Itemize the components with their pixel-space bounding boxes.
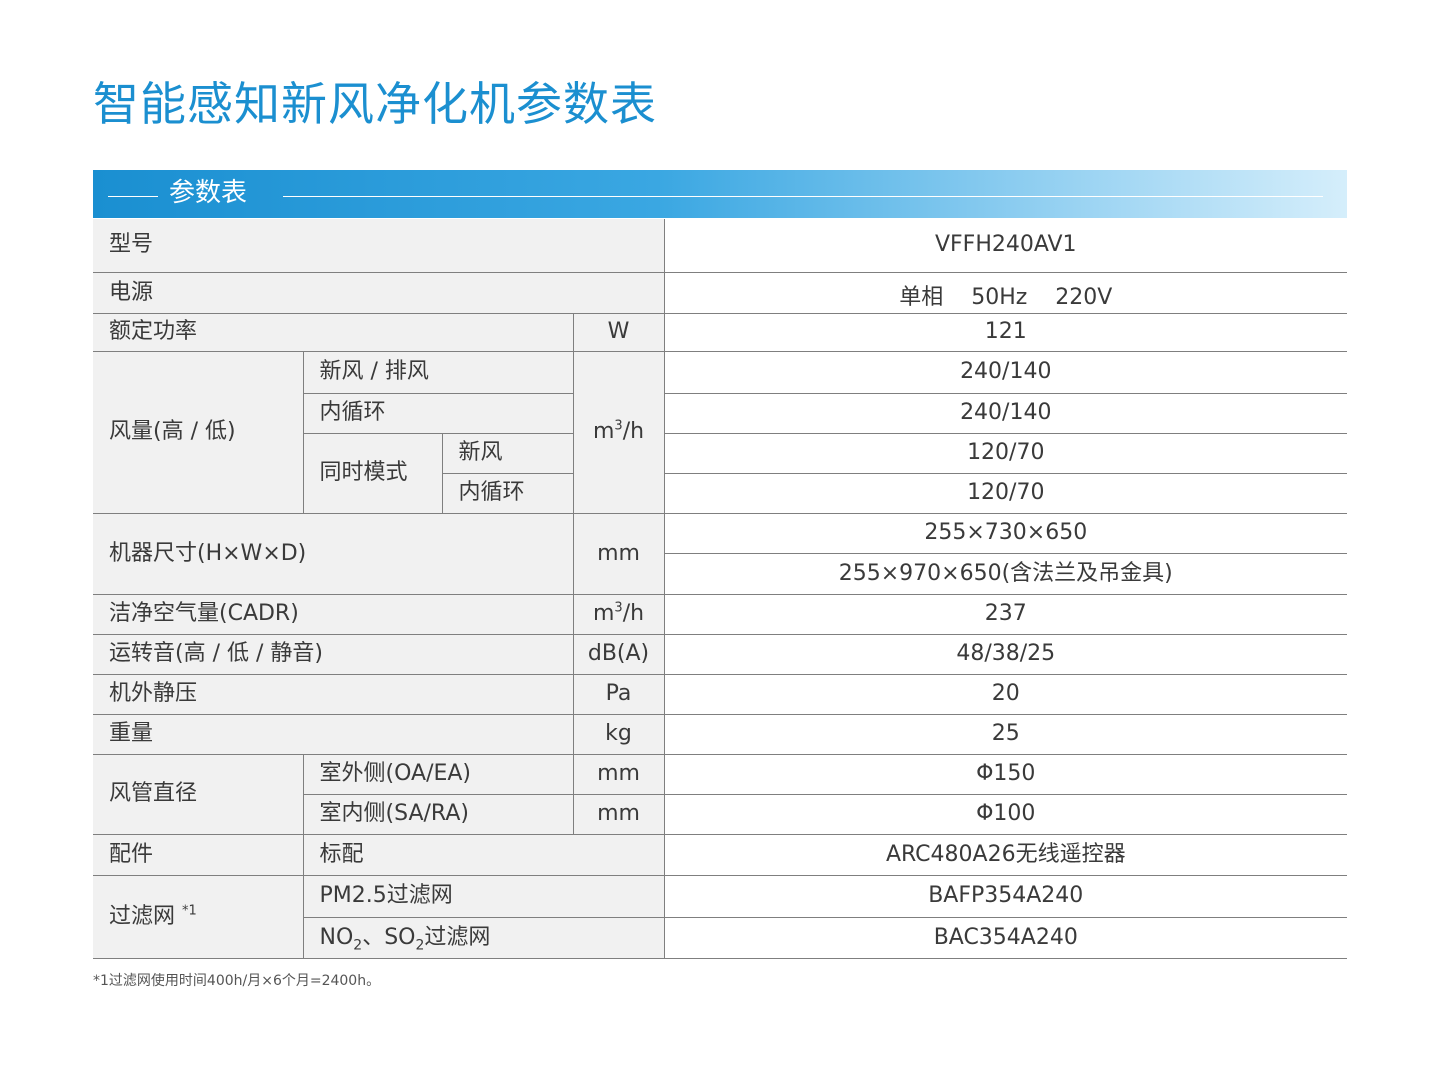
table-row: 型号 VFFH240AV1 [93, 219, 1348, 273]
footnote: *1过滤网使用时间400h/月×6个月=2400h。 [93, 973, 381, 989]
row-value: 20 [664, 674, 1348, 715]
row-label: 运转音(高 / 低 / 静音) [93, 634, 574, 675]
table-row: 洁净空气量(CADR) m3/h 237 [93, 594, 1348, 635]
sub-label: PM2.5过滤网 [303, 875, 665, 918]
table-row: 内循环 120/70 [93, 473, 1348, 514]
row-unit: kg [573, 714, 665, 755]
spec-table-wrapper: 型号 VFFH240AV1 电源 单相 50Hz 220V 额定功率 W 121 风… [93, 219, 1348, 959]
row-value: 121 [664, 313, 1348, 352]
row-label: 额定功率 [93, 313, 574, 352]
table-row: 运转音(高 / 低 / 静音) dB(A) 48/38/25 [93, 634, 1348, 675]
page-title: 智能感知新风净化机参数表 [93, 77, 657, 131]
sub-label: 标配 [303, 834, 665, 876]
row-label: 洁净空气量(CADR) [93, 594, 574, 635]
row-value: 240/140 [664, 351, 1348, 394]
row-unit: mm [573, 513, 665, 595]
row-value: BAFP354A240 [664, 875, 1348, 918]
row-label: 机外静压 [93, 674, 574, 715]
footnote-mark: *1 [182, 903, 197, 919]
sub-label: NO2、SO2过滤网 [303, 917, 665, 959]
power-frequency: 50Hz [971, 284, 1028, 310]
table-row: 电源 单相 50Hz 220V [93, 272, 1348, 314]
row-value: 48/38/25 [664, 634, 1348, 675]
table-row: 机器尺寸(H×W×D) mm 255×730×650 [93, 513, 1348, 595]
spec-table: 型号 VFFH240AV1 电源 单相 50Hz 220V 额定功率 W 121 风… [93, 219, 1348, 959]
row-value: 120/70 [664, 473, 1348, 514]
row-value: 255×970×650(含法兰及吊金具) [664, 553, 1348, 595]
row-value: 单相 50Hz 220V [664, 272, 1348, 314]
table-row: 内循环 240/140 [93, 393, 1348, 434]
row-value: BAC354A240 [664, 917, 1348, 959]
row-unit: m3/h [573, 351, 665, 514]
table-row: 过滤网 *1 PM2.5过滤网 BAFP354A240 [93, 875, 1348, 959]
row-value: VFFH240AV1 [664, 219, 1348, 273]
row-value: Φ100 [664, 794, 1348, 835]
power-phase: 单相 [899, 284, 944, 310]
sub-label: 同时模式 [303, 433, 443, 514]
row-label: 机器尺寸(H×W×D) [93, 513, 574, 595]
table-row: 额定功率 W 121 [93, 313, 1348, 352]
table-row: NO2、SO2过滤网 BAC354A240 [93, 917, 1348, 959]
row-value: 237 [664, 594, 1348, 635]
table-row: 室内侧(SA/RA) mm Φ100 [93, 794, 1348, 835]
table-row: 255×970×650(含法兰及吊金具) [93, 553, 1348, 595]
row-value: 240/140 [664, 393, 1348, 434]
row-unit: mm [573, 794, 665, 835]
row-value: Φ150 [664, 754, 1348, 795]
row-value: 25 [664, 714, 1348, 755]
row-unit: Pa [573, 674, 665, 715]
table-row: 配件 标配 ARC480A26无线遥控器 [93, 834, 1348, 876]
power-voltage: 220V [1055, 284, 1113, 310]
row-label: 过滤网 *1 [93, 875, 304, 959]
banner-line-decoration [283, 196, 1323, 197]
table-row: 风管直径 室外侧(OA/EA) mm Φ150 [93, 754, 1348, 835]
sub-label: 室外侧(OA/EA) [303, 754, 574, 795]
section-banner: 参数表 [93, 170, 1347, 218]
row-unit: dB(A) [573, 634, 665, 675]
row-unit: W [573, 313, 665, 352]
sub-label: 内循环 [303, 393, 574, 434]
table-row: 同时模式 新风 120/70 [93, 433, 1348, 514]
banner-dash-decoration [108, 196, 158, 197]
row-label: 型号 [93, 219, 665, 273]
row-value: 255×730×650 [664, 513, 1348, 554]
table-row: 机外静压 Pa 20 [93, 674, 1348, 715]
row-value: ARC480A26无线遥控器 [664, 834, 1348, 876]
row-unit: mm [573, 754, 665, 795]
section-label: 参数表 [169, 178, 248, 208]
sub-label: 新风 / 排风 [303, 351, 574, 394]
row-unit: m3/h [573, 594, 665, 635]
row-label: 配件 [93, 834, 304, 876]
row-value: 120/70 [664, 433, 1348, 474]
row-label: 电源 [93, 272, 665, 314]
table-row: 重量 kg 25 [93, 714, 1348, 755]
sub-sub-label: 新风 [442, 433, 574, 474]
row-label: 重量 [93, 714, 574, 755]
row-label: 风量(高 / 低) [93, 351, 304, 514]
sub-sub-label: 内循环 [442, 473, 574, 514]
table-row: 风量(高 / 低) 新风 / 排风 m3/h 240/140 [93, 351, 1348, 514]
row-label: 风管直径 [93, 754, 304, 835]
sub-label: 室内侧(SA/RA) [303, 794, 574, 835]
